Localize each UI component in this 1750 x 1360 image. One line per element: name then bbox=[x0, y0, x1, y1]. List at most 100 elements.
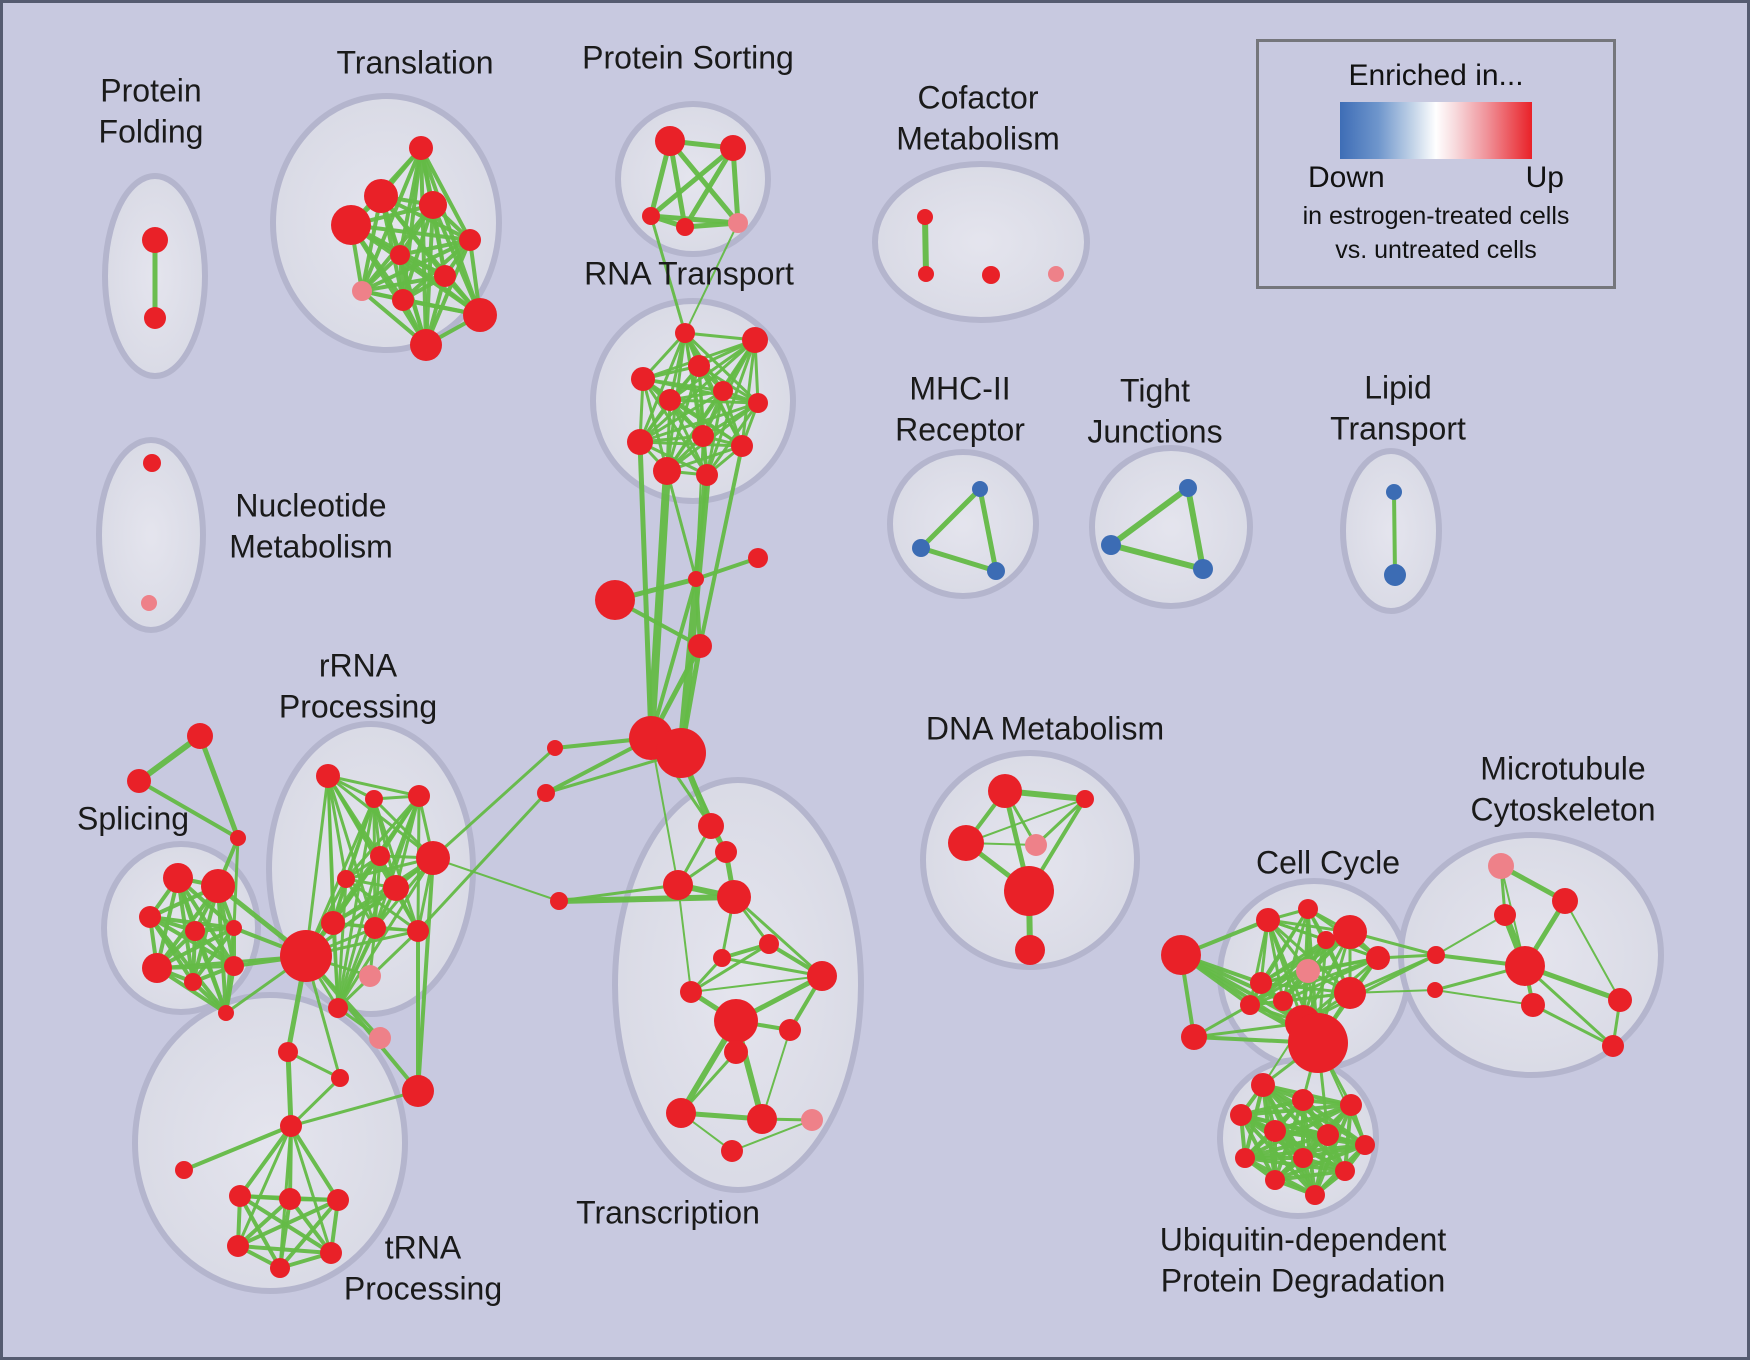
node-x10 bbox=[714, 999, 758, 1043]
node-x9 bbox=[680, 981, 702, 1003]
node-x1 bbox=[698, 813, 724, 839]
edge-rt10-c4 bbox=[698, 444, 744, 648]
node-rt4 bbox=[688, 355, 710, 377]
edge-r1-r3 bbox=[326, 774, 421, 798]
edge-m5-cc10 bbox=[1301, 953, 1438, 1025]
node-tl11 bbox=[410, 329, 442, 361]
node-tl4 bbox=[331, 205, 371, 245]
edge-tl1-tl8 bbox=[360, 146, 423, 293]
cluster-region-mhc-ii-receptor bbox=[887, 449, 1039, 599]
cluster-label-trna-processing-line2: Processing bbox=[344, 1270, 502, 1306]
cluster-label-rna-transport: RNA Transport bbox=[584, 255, 794, 291]
node-nm1 bbox=[143, 454, 161, 472]
node-sb bbox=[127, 769, 151, 793]
edge-rt11-c1 bbox=[665, 469, 698, 581]
node-tj2 bbox=[1101, 535, 1121, 555]
node-s10 bbox=[230, 830, 246, 846]
node-cc12 bbox=[1334, 977, 1366, 1009]
edge-rt9-c1 bbox=[695, 435, 704, 580]
node-c7 bbox=[547, 740, 563, 756]
node-t1 bbox=[280, 1115, 302, 1137]
node-cc0 bbox=[1161, 935, 1201, 975]
edge-m7-m9 bbox=[1531, 1003, 1615, 1048]
node-ps2 bbox=[720, 135, 746, 161]
node-sa bbox=[187, 723, 213, 749]
node-s4 bbox=[185, 921, 205, 941]
node-m2 bbox=[1552, 888, 1578, 914]
edge-cc2-cc8 bbox=[1248, 918, 1270, 1007]
node-r8 bbox=[321, 911, 345, 935]
node-r11 bbox=[359, 965, 381, 987]
edge-u3-u4 bbox=[1239, 1103, 1353, 1117]
edge-r4-r14 bbox=[336, 854, 382, 1010]
edge-r1-r5 bbox=[326, 774, 348, 881]
node-mh2 bbox=[912, 539, 930, 557]
edge-ps1-ps5 bbox=[667, 138, 741, 226]
edge-r4-r9 bbox=[373, 854, 382, 930]
edge-rt2-rt12 bbox=[705, 338, 757, 477]
edge-tj2-tj3 bbox=[1108, 542, 1206, 572]
node-cc7 bbox=[1250, 972, 1272, 994]
node-r16 bbox=[278, 1042, 298, 1062]
node-x13 bbox=[666, 1098, 696, 1128]
edge-tj1-tj2 bbox=[1108, 485, 1191, 548]
cluster-label-tight-junctions-line2: Junctions bbox=[1087, 413, 1222, 449]
edge-r1-r12 bbox=[304, 774, 330, 958]
node-u4 bbox=[1230, 1104, 1252, 1126]
node-x7 bbox=[713, 949, 731, 967]
edge-m2-m8 bbox=[1564, 900, 1621, 1001]
cluster-region-nucleotide-metabolism bbox=[96, 437, 206, 633]
edge-tl5-tl6 bbox=[398, 238, 472, 257]
node-x12 bbox=[724, 1040, 748, 1064]
node-x8 bbox=[807, 961, 837, 991]
cluster-label-protein-folding-line1: Protein bbox=[100, 72, 201, 108]
node-mh3 bbox=[987, 562, 1005, 580]
node-t6 bbox=[227, 1235, 249, 1257]
edge-m6-m7 bbox=[1434, 989, 1534, 1006]
node-r10 bbox=[407, 920, 429, 942]
node-s3 bbox=[139, 906, 161, 928]
edge-s5-s7 bbox=[191, 926, 236, 984]
edge-c7-r7 bbox=[431, 746, 557, 860]
node-nm2 bbox=[141, 595, 157, 611]
cluster-label-mhc-ii-receptor-line2: Receptor bbox=[895, 411, 1025, 447]
node-x16 bbox=[721, 1140, 743, 1162]
cluster-label-nucleotide-metabolism-line1: Nucleotide bbox=[235, 487, 386, 523]
node-r5 bbox=[337, 870, 355, 888]
edge-d2-d4 bbox=[1034, 797, 1087, 847]
node-c8 bbox=[537, 784, 555, 802]
edge-rt5-rt8 bbox=[638, 389, 725, 444]
node-r2 bbox=[365, 790, 383, 808]
node-c6 bbox=[656, 728, 706, 778]
node-c3 bbox=[595, 580, 635, 620]
edge-t3-t8 bbox=[238, 1194, 282, 1270]
edge-x4-x8 bbox=[732, 895, 824, 978]
node-m9 bbox=[1602, 1035, 1624, 1057]
node-d5 bbox=[1004, 866, 1054, 916]
edge-r7-r12 bbox=[304, 856, 435, 958]
edge-sb-s10 bbox=[137, 779, 240, 840]
edge-rt2-rt10 bbox=[740, 338, 757, 448]
cluster-label-ubiquitin-degradation-line2: Protein Degradation bbox=[1161, 1262, 1446, 1298]
node-rt11 bbox=[653, 457, 681, 485]
cluster-label-transcription: Transcription bbox=[576, 1194, 760, 1230]
node-rt6 bbox=[659, 389, 681, 411]
node-s6 bbox=[142, 953, 172, 983]
cluster-labels: Protein Folding Translation Protein Sorting… bbox=[77, 39, 1656, 1306]
node-cc13 bbox=[1366, 946, 1390, 970]
cluster-label-cofactor-metabolism-line1: Cofactor bbox=[918, 79, 1039, 115]
node-r9 bbox=[364, 917, 386, 939]
edge-mh2-mh3 bbox=[918, 545, 999, 574]
node-rt3 bbox=[631, 367, 655, 391]
node-tl9 bbox=[392, 289, 414, 311]
node-u10 bbox=[1335, 1161, 1355, 1181]
node-tl10 bbox=[463, 298, 497, 332]
node-s2 bbox=[201, 869, 235, 903]
edge-t5-t8 bbox=[278, 1198, 340, 1270]
node-cc4 bbox=[1317, 931, 1335, 949]
node-c2 bbox=[748, 548, 768, 568]
cluster-label-rrna-processing-line2: Processing bbox=[279, 688, 437, 724]
edge-t1-t2 bbox=[182, 1124, 293, 1172]
node-pf2 bbox=[144, 307, 166, 329]
node-u2 bbox=[1292, 1089, 1314, 1111]
